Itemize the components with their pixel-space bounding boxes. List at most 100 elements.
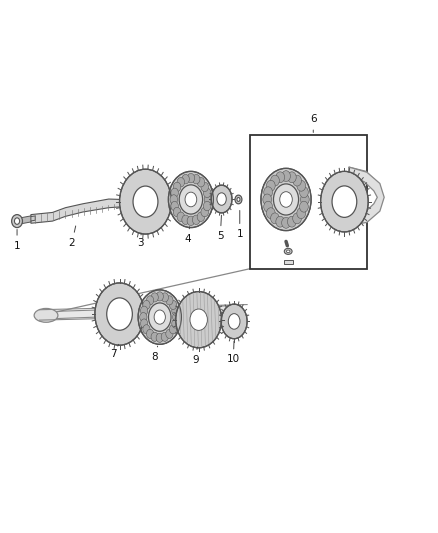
Ellipse shape: [332, 186, 357, 217]
Ellipse shape: [177, 177, 185, 187]
Ellipse shape: [120, 169, 171, 234]
Ellipse shape: [282, 217, 290, 228]
Ellipse shape: [176, 292, 222, 348]
Text: 9: 9: [192, 347, 198, 365]
Ellipse shape: [211, 185, 232, 213]
Ellipse shape: [151, 332, 158, 341]
Ellipse shape: [187, 173, 194, 183]
Text: 2: 2: [69, 226, 76, 248]
Ellipse shape: [151, 293, 158, 302]
Ellipse shape: [146, 296, 154, 305]
Text: 4: 4: [184, 227, 191, 244]
Ellipse shape: [235, 195, 242, 204]
Ellipse shape: [154, 310, 166, 324]
Ellipse shape: [182, 215, 189, 224]
Ellipse shape: [161, 293, 169, 302]
Ellipse shape: [172, 319, 179, 328]
Text: 6: 6: [310, 115, 317, 132]
Ellipse shape: [280, 192, 292, 207]
Ellipse shape: [237, 198, 240, 201]
Ellipse shape: [282, 171, 290, 182]
Ellipse shape: [276, 216, 285, 227]
Ellipse shape: [197, 177, 205, 187]
Polygon shape: [37, 305, 240, 319]
Ellipse shape: [217, 193, 226, 205]
Ellipse shape: [140, 312, 147, 322]
Ellipse shape: [201, 207, 208, 217]
Ellipse shape: [166, 329, 173, 338]
Ellipse shape: [172, 306, 179, 316]
Ellipse shape: [221, 304, 247, 338]
Ellipse shape: [170, 325, 177, 334]
Ellipse shape: [34, 309, 58, 322]
Text: 5: 5: [217, 215, 224, 241]
Ellipse shape: [141, 306, 148, 316]
Ellipse shape: [203, 201, 211, 211]
Ellipse shape: [161, 332, 169, 341]
Ellipse shape: [261, 168, 311, 231]
Ellipse shape: [266, 208, 275, 219]
Ellipse shape: [95, 283, 144, 345]
Text: 7: 7: [111, 344, 119, 359]
Ellipse shape: [273, 184, 299, 215]
Text: 3: 3: [137, 233, 144, 248]
Ellipse shape: [148, 303, 171, 332]
Ellipse shape: [321, 172, 368, 232]
Ellipse shape: [177, 212, 185, 222]
Ellipse shape: [300, 194, 309, 205]
Ellipse shape: [203, 188, 211, 198]
Ellipse shape: [14, 218, 20, 224]
Ellipse shape: [284, 248, 292, 254]
Ellipse shape: [192, 215, 200, 224]
Ellipse shape: [271, 175, 279, 186]
Ellipse shape: [263, 194, 272, 205]
Ellipse shape: [297, 180, 306, 191]
Ellipse shape: [287, 216, 296, 227]
Ellipse shape: [187, 216, 194, 225]
Ellipse shape: [179, 185, 203, 214]
Ellipse shape: [300, 187, 308, 198]
Ellipse shape: [204, 195, 212, 204]
Ellipse shape: [266, 180, 275, 191]
Ellipse shape: [143, 325, 150, 334]
Polygon shape: [31, 199, 131, 223]
Ellipse shape: [170, 195, 177, 204]
Ellipse shape: [182, 174, 189, 184]
Ellipse shape: [201, 182, 208, 192]
Ellipse shape: [293, 175, 301, 186]
Ellipse shape: [146, 329, 154, 338]
Ellipse shape: [156, 292, 163, 301]
Ellipse shape: [168, 172, 213, 228]
Ellipse shape: [228, 313, 240, 329]
Ellipse shape: [287, 172, 296, 183]
Ellipse shape: [170, 301, 177, 310]
Polygon shape: [30, 216, 35, 221]
Polygon shape: [284, 260, 293, 264]
Ellipse shape: [264, 201, 272, 212]
Ellipse shape: [166, 296, 173, 305]
Polygon shape: [349, 167, 384, 225]
Ellipse shape: [197, 212, 205, 222]
Ellipse shape: [276, 172, 285, 183]
Ellipse shape: [107, 298, 132, 330]
Ellipse shape: [138, 290, 181, 344]
Ellipse shape: [190, 309, 207, 330]
Ellipse shape: [133, 186, 158, 217]
Ellipse shape: [171, 188, 178, 198]
Ellipse shape: [286, 250, 290, 253]
Ellipse shape: [300, 201, 308, 212]
Bar: [250, 135, 367, 269]
Ellipse shape: [171, 201, 178, 211]
Ellipse shape: [173, 182, 181, 192]
Polygon shape: [19, 216, 31, 224]
Ellipse shape: [156, 333, 163, 342]
Ellipse shape: [141, 319, 148, 328]
Ellipse shape: [143, 301, 150, 310]
Ellipse shape: [297, 208, 306, 219]
Ellipse shape: [173, 207, 181, 217]
Ellipse shape: [271, 213, 279, 224]
Text: 8: 8: [151, 346, 158, 362]
Ellipse shape: [264, 187, 272, 198]
Ellipse shape: [185, 192, 197, 207]
Ellipse shape: [293, 213, 301, 224]
